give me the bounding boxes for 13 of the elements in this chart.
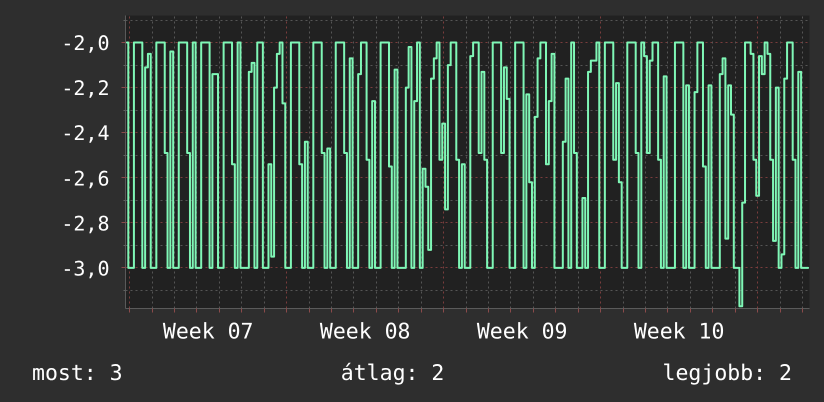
y-tick-label: -2,6 [61,166,110,190]
annotation: átlag: 2 [340,360,444,388]
x-tick-label: Week 07 [162,320,254,344]
x-tick-label: Week 09 [476,320,568,344]
y-tick-label: -2,8 [61,211,110,236]
y-tick-label: -2,0 [61,31,110,56]
x-tick-label: Week 10 [634,320,724,344]
y-tick-label: -2,4 [61,121,110,146]
x-tick-label: Week 08 [320,320,410,344]
annotation: most: 3 [32,360,123,388]
annotation: legjobb: 2 [662,360,792,388]
y-tick-label: -3,0 [61,256,110,280]
y-tick-label: -2,2 [61,76,110,100]
